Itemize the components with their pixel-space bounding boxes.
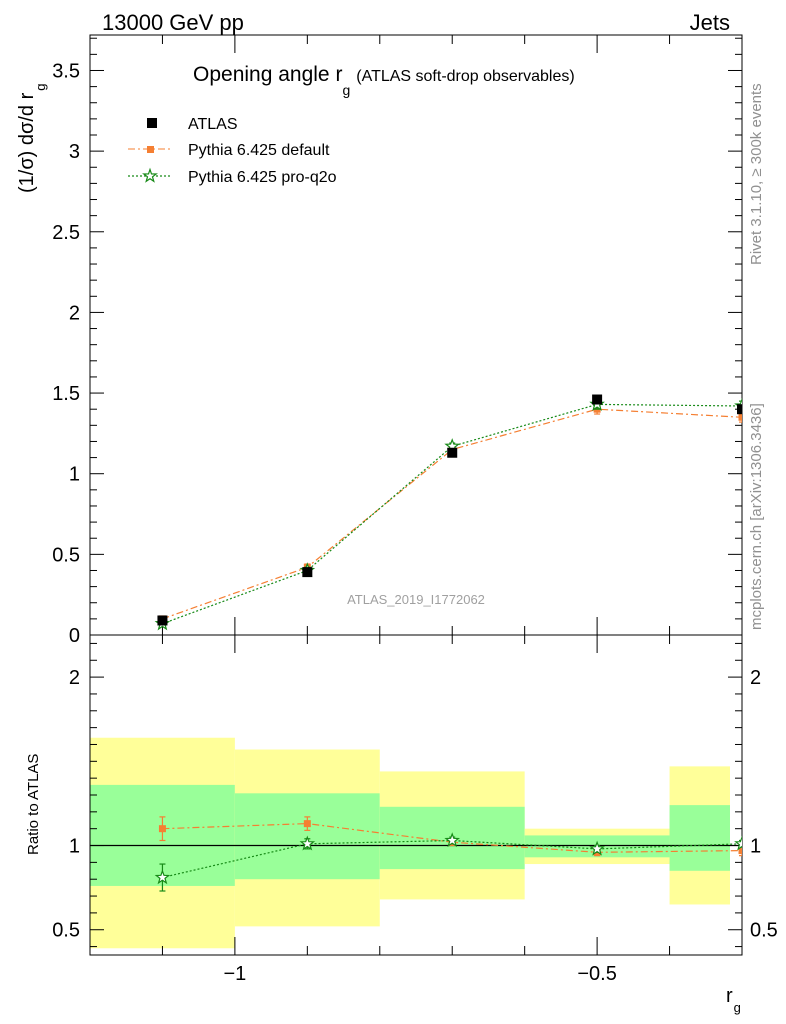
ratio-y-axis-label: Ratio to ATLAS bbox=[25, 754, 42, 855]
legend-marker-star bbox=[142, 167, 158, 183]
legend: ATLAS Pythia 6.425 default Pythia 6.425 … bbox=[128, 116, 337, 186]
legend-label-pythia-proq2o: Pythia 6.425 pro-q2o bbox=[188, 169, 337, 186]
series-line bbox=[162, 408, 742, 620]
rivet-version-label: Rivet 3.1.10, ≥ 300k events bbox=[748, 83, 765, 265]
legend-marker-square bbox=[147, 146, 154, 153]
header-jets-label: Jets bbox=[690, 10, 730, 35]
plot-title: Opening angle rg(ATLAS soft-drop observa… bbox=[193, 63, 575, 98]
data-point bbox=[589, 840, 605, 856]
ratio-y-tick-label-right: 0.5 bbox=[750, 920, 778, 942]
main-x-ticks bbox=[89, 35, 743, 635]
legend-label-atlas: ATLAS bbox=[188, 116, 238, 133]
data-point bbox=[738, 847, 742, 855]
y-tick-label: 2.5 bbox=[52, 222, 80, 244]
ratio-y-tick-label: 0.5 bbox=[52, 920, 80, 942]
legend-item-pythia-default: Pythia 6.425 default bbox=[128, 142, 330, 159]
ratio-y-tick-label: 2 bbox=[69, 667, 80, 689]
ratio-uncertainty-bands bbox=[90, 737, 730, 949]
analysis-watermark: ATLAS_2019_I1772062 bbox=[347, 592, 485, 607]
data-point bbox=[592, 394, 603, 405]
data-point bbox=[157, 615, 168, 626]
y-tick-label: 0 bbox=[69, 625, 80, 647]
ratio-band-green bbox=[669, 805, 730, 871]
mcplots-label: mcplots.cern.ch [arXiv:1306.3436] bbox=[748, 403, 765, 630]
y-tick-label: 0.5 bbox=[52, 544, 80, 566]
legend-item-pythia-proq2o: Pythia 6.425 pro-q2o bbox=[128, 167, 337, 186]
ratio-y-axis: 0.5 0.5 1 1 2 2 bbox=[52, 642, 778, 948]
y-tick-label: 3.5 bbox=[52, 60, 80, 82]
header-energy-label: 13000 GeV pp bbox=[102, 10, 244, 35]
legend-marker-square bbox=[147, 118, 157, 128]
main-y-axis: 0 0.5 1 1.5 2 2.5 3 3.5 bbox=[52, 37, 742, 647]
x-axis-label: rg bbox=[726, 985, 741, 1015]
data-point bbox=[738, 413, 742, 421]
y-tick-label: 1.5 bbox=[52, 383, 80, 405]
x-tick-label: −0.5 bbox=[577, 963, 616, 985]
legend-label-pythia-default: Pythia 6.425 default bbox=[188, 142, 330, 159]
main-y-axis-label: (1/σ) dσ/d rg bbox=[16, 84, 48, 194]
data-point bbox=[299, 835, 316, 851]
ratio-y-tick-label-right: 2 bbox=[750, 667, 761, 689]
series-line bbox=[162, 403, 742, 625]
data-point bbox=[158, 825, 166, 833]
y-tick-label: 3 bbox=[69, 141, 80, 163]
series-line bbox=[162, 822, 742, 853]
data-point bbox=[154, 869, 171, 885]
ratio-data-series bbox=[154, 816, 742, 892]
y-tick-label: 1 bbox=[69, 464, 80, 486]
ratio-y-tick-label-right: 1 bbox=[750, 836, 761, 858]
ratio-y-tick-label: 1 bbox=[69, 836, 80, 858]
data-point bbox=[444, 832, 461, 848]
main-data-series bbox=[154, 394, 742, 631]
data-point bbox=[734, 835, 742, 851]
data-point bbox=[737, 404, 742, 415]
legend-item-atlas: ATLAS bbox=[147, 116, 238, 133]
ratio-x-axis: −1 −0.5 bbox=[89, 635, 743, 985]
data-point bbox=[303, 820, 311, 828]
data-point bbox=[302, 567, 313, 578]
data-point bbox=[447, 447, 458, 458]
y-tick-label: 2 bbox=[69, 302, 80, 324]
x-tick-label: −1 bbox=[223, 963, 246, 985]
